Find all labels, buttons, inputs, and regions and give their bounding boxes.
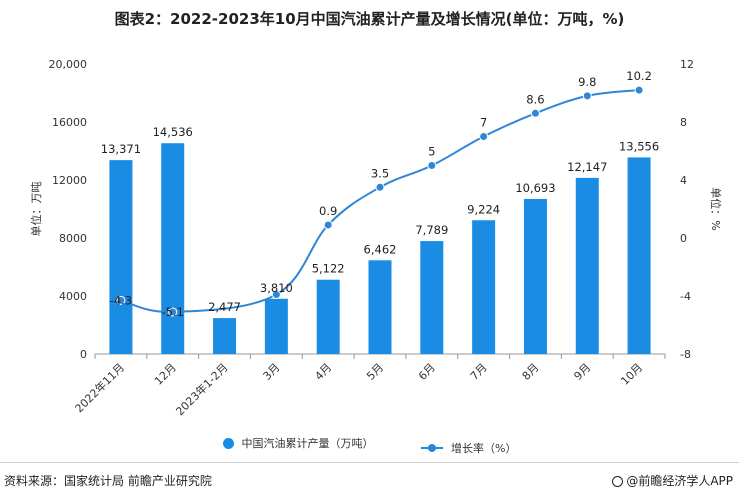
left-tick-label: 8000 (59, 232, 87, 245)
data-labels: 13,371 14,536 2,477 3,810 5,122 6,462 7,789 9,2… (101, 69, 659, 319)
x-tick-label: 4月 (312, 361, 334, 383)
bar (109, 160, 133, 354)
legend: 中国汽油累计产量（万吨） 增长率（%） (0, 435, 739, 456)
bar (316, 279, 340, 354)
x-tick-label: 7月 (468, 361, 490, 383)
x-tick-label: 3月 (261, 361, 283, 383)
legend-line-swatch (421, 443, 444, 452)
left-tick-label: 12000 (52, 174, 87, 187)
bar-value-label: 6,462 (364, 242, 397, 256)
left-tick-label: 4000 (59, 290, 87, 303)
bar (420, 241, 444, 354)
growth-point (375, 182, 385, 192)
right-tick-label: -8 (680, 348, 691, 361)
bar-value-label: 5,122 (312, 262, 345, 276)
growth-point (168, 307, 178, 317)
growth-line (120, 89, 640, 313)
legend-label-growth: 增长率（%） (451, 441, 517, 455)
right-tick-label: -4 (680, 290, 691, 303)
growth-value-label: 0.9 (319, 204, 337, 218)
bar-value-label: 12,147 (567, 160, 607, 174)
bar (264, 298, 288, 354)
footer-divider (0, 462, 739, 463)
right-tick-label: 0 (680, 232, 687, 245)
growth-value-label: 9.8 (578, 75, 596, 89)
growth-point (116, 295, 126, 305)
legend-label-production: 中国汽油累计产量（万吨） (241, 437, 374, 450)
x-tick-label: 10月 (618, 361, 645, 388)
bar-value-label: 10,693 (515, 181, 555, 195)
brand-credit: @前瞻经济学人APP (612, 472, 733, 489)
growth-value-label: 5 (428, 145, 435, 159)
growth-value-label: 8.6 (526, 92, 544, 106)
line-series (116, 85, 644, 317)
bar (472, 220, 496, 354)
brand-text: @前瞻经济学人APP (626, 474, 733, 488)
x-tick-label: 8月 (520, 361, 542, 383)
bar-value-label: 2,477 (208, 300, 241, 314)
legend-item-production: 中国汽油累计产量（万吨） (222, 435, 374, 451)
growth-point (479, 132, 489, 141)
right-tick-label: 8 (680, 116, 687, 129)
left-axis-title: 单位：万吨 (29, 182, 43, 237)
x-tick-label: 5月 (364, 361, 386, 383)
left-tick-label: 16000 (52, 116, 87, 129)
circle-logo-icon (612, 476, 624, 487)
growth-value-label: 7 (480, 116, 487, 130)
right-axis-title: 单位：% (709, 187, 723, 230)
right-tick-label: 12 (680, 58, 694, 71)
growth-point (530, 108, 540, 118)
axes: 0 4000 8000 12000 16000 20,000 -8 -4 0 4 8 12 单位：万吨 单… (29, 58, 723, 418)
bar-value-label: 3,810 (260, 281, 293, 295)
growth-point (634, 85, 644, 95)
right-tick-label: 4 (680, 174, 687, 187)
bar (575, 177, 599, 354)
bar-series (109, 143, 651, 354)
growth-point (427, 161, 437, 170)
growth-value-label: 10.2 (626, 69, 652, 83)
x-tick-label: 9月 (571, 361, 593, 383)
x-tick-label: 6月 (416, 361, 438, 383)
growth-value-label: 3.5 (371, 166, 389, 180)
growth-point (323, 220, 333, 230)
bar-value-label: 7,789 (415, 223, 448, 237)
bar (523, 198, 547, 354)
bar (161, 143, 185, 354)
left-tick-label: 20,000 (49, 58, 88, 71)
legend-item-growth: 增长率（%） (421, 440, 516, 456)
x-tick-label: 2023年1-2月 (173, 360, 231, 418)
growth-point (582, 91, 592, 101)
legend-bar-swatch (222, 437, 234, 449)
bar (627, 157, 651, 354)
chart-title: 图表2：2022-2023年10月中国汽油累计产量及增长情况(单位：万吨，%) (114, 10, 625, 28)
bar-value-label: 9,224 (467, 202, 500, 216)
bar-value-label: 13,556 (619, 139, 659, 153)
x-tick-label: 12月 (152, 361, 179, 388)
growth-point (271, 290, 281, 300)
source-text: 资料来源：国家统计局 前瞻产业研究院 (4, 474, 212, 488)
growth-value-label: -5.1 (162, 305, 184, 319)
bar (213, 318, 237, 354)
left-tick-label: 0 (80, 348, 87, 361)
bar (368, 260, 392, 354)
bar-value-label: 13,371 (101, 142, 141, 156)
x-tick-label: 2022年11月 (72, 360, 127, 415)
growth-value-label: -4.3 (110, 293, 132, 307)
bar-value-label: 14,536 (153, 125, 193, 139)
